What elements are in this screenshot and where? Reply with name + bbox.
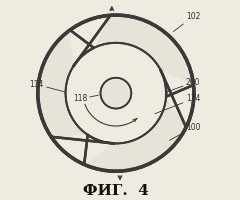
Text: 114: 114 [155,94,200,114]
Polygon shape [69,14,110,67]
Text: 118: 118 [73,94,98,103]
Text: 114: 114 [30,80,66,92]
Text: ФИГ.  4: ФИГ. 4 [83,184,149,198]
Text: 100: 100 [169,123,200,140]
Circle shape [101,78,131,109]
Polygon shape [50,134,114,166]
Text: 102: 102 [174,12,200,32]
Circle shape [66,43,166,143]
Text: 200: 200 [166,78,200,92]
Circle shape [38,15,194,171]
Polygon shape [159,70,196,128]
